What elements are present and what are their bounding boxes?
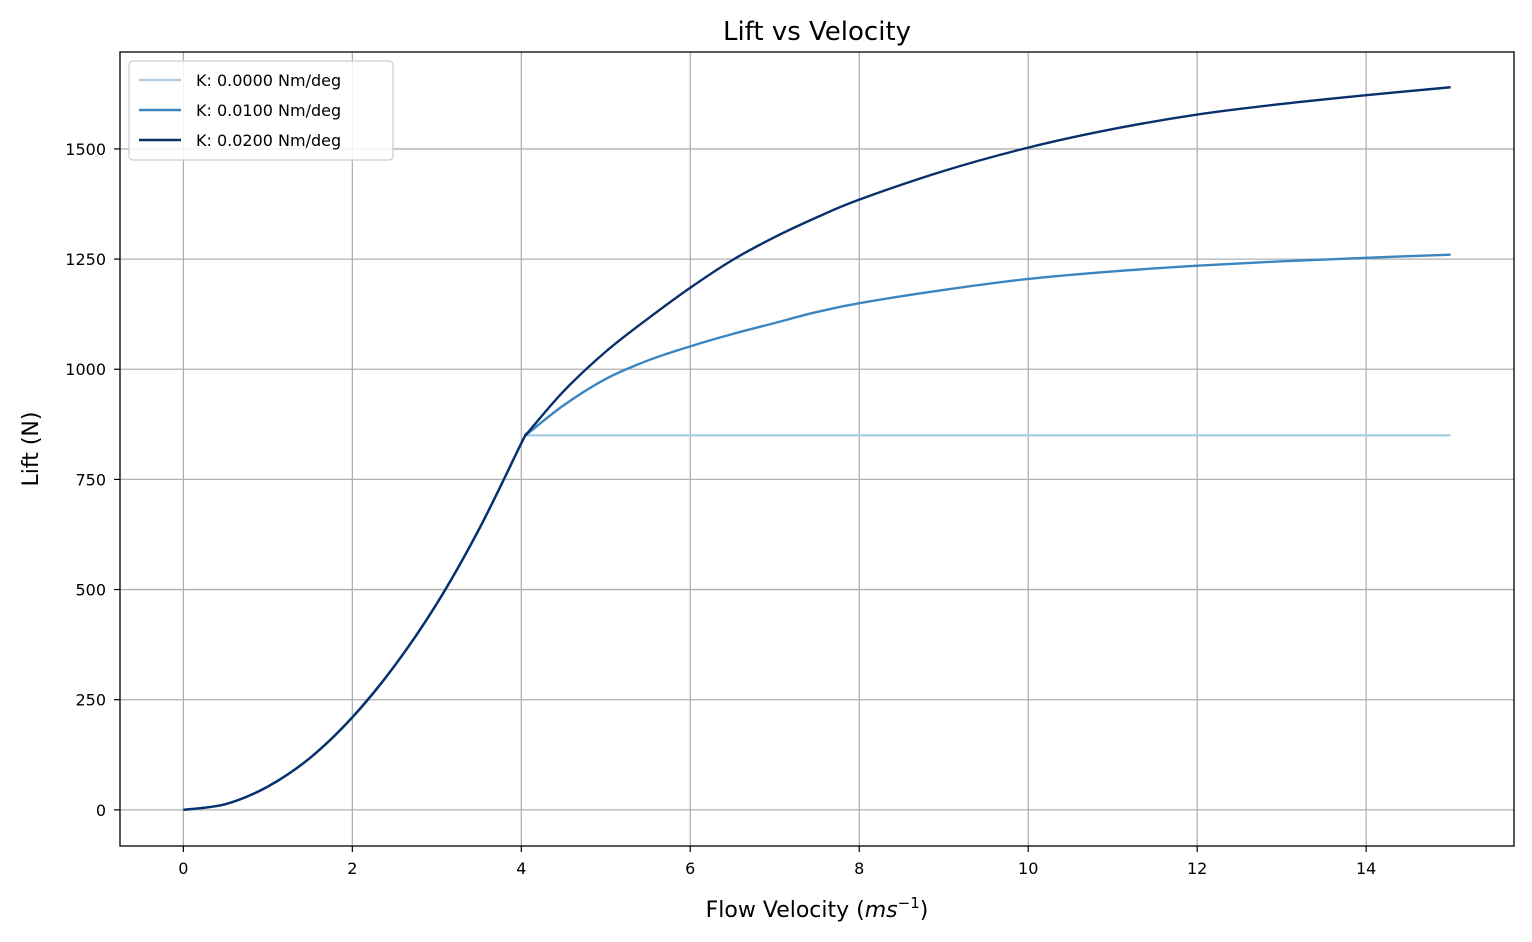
legend-label-1: K: 0.0100 Nm/deg (196, 101, 341, 120)
x-axis-title-main: Flow Velocity ( (706, 898, 865, 923)
chart-title: Lift vs Velocity (723, 17, 911, 47)
y-tick-label: 1250 (65, 250, 106, 269)
x-tick-label: 10 (1018, 859, 1038, 878)
y-tick-label: 0 (96, 801, 106, 820)
y-tick-label: 750 (75, 470, 106, 489)
x-tick-label: 4 (516, 859, 526, 878)
y-axis-title: Lift (N) (19, 412, 44, 487)
x-tick-label: 0 (178, 859, 188, 878)
legend-label-2: K: 0.0200 Nm/deg (196, 131, 341, 150)
legend-label-0: K: 0.0000 Nm/deg (196, 71, 341, 90)
plot-series (183, 86, 1451, 812)
axis-ticks: 0 2 4 6 8 10 12 14 0 250 500 750 1000 1250 1500 (65, 140, 1376, 878)
y-tick-label: 250 (75, 691, 106, 710)
x-tick-label: 8 (854, 859, 864, 878)
y-tick-label: 500 (75, 581, 106, 600)
plot-frame (119, 51, 1515, 847)
y-tick-label: 1500 (65, 140, 106, 159)
legend-box (128, 60, 394, 161)
y-tick-label: 1000 (65, 360, 106, 379)
series-line-2 (183, 86, 1451, 812)
legend: K: 0.0000 Nm/deg K: 0.0100 Nm/deg K: 0.020… (128, 60, 394, 161)
x-tick-label: 12 (1187, 859, 1207, 878)
x-axis-title-exponent: −1 (898, 894, 920, 912)
x-axis-title-unit: ms (865, 898, 898, 923)
grid (120, 52, 1514, 846)
x-tick-label: 2 (347, 859, 357, 878)
x-axis-title: Flow Velocity (ms−1) (706, 894, 929, 923)
x-tick-label: 14 (1356, 859, 1376, 878)
x-axis-title-close: ) (920, 898, 929, 923)
x-tick-label: 6 (685, 859, 695, 878)
